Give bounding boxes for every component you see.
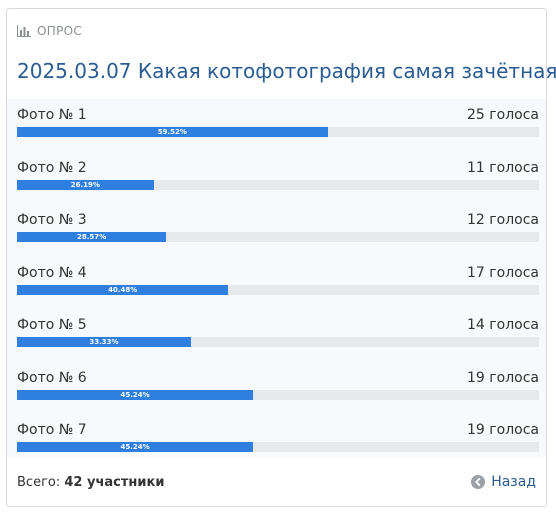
poll-option-bar-fill: 59.52%	[17, 127, 328, 137]
poll-option: Фото № 2 11 голоса 26.19%	[17, 152, 539, 204]
bar-chart-icon	[17, 25, 31, 37]
poll-option-votes: 19 голоса	[467, 369, 539, 386]
poll-option-percent: 28.57%	[76, 233, 107, 241]
poll-option-bar-track: 59.52%	[17, 127, 539, 137]
poll-option: Фото № 1 25 голоса 59.52%	[17, 99, 539, 151]
poll-option: Фото № 5 14 голоса 33.33%	[17, 309, 539, 361]
poll-option-bar-fill: 45.24%	[17, 442, 254, 452]
poll-option-bar-fill: 40.48%	[17, 284, 229, 295]
poll-option-bar-fill: 26.19%	[17, 179, 154, 190]
poll-option-percent: 33.33%	[89, 338, 119, 346]
poll-title: 2025.03.07 Какая котофотография самая за…	[17, 59, 556, 83]
poll-option-votes: 19 голоса	[467, 422, 539, 438]
poll-option-percent: 45.24%	[120, 443, 150, 451]
poll-option-votes: 17 голоса	[467, 264, 539, 281]
poll-option-bar-track: 45.24%	[17, 389, 539, 400]
poll-option: Фото № 6 19 голоса 45.24%	[17, 362, 539, 414]
poll-option-votes: 11 голоса	[467, 159, 539, 176]
poll-total-prefix: Всего:	[17, 475, 61, 490]
back-button-label: Назад	[491, 474, 536, 490]
poll-option-label: Фото № 7	[17, 422, 87, 438]
poll-option-percent: 45.24%	[120, 390, 150, 399]
poll-option-label: Фото № 3	[17, 212, 87, 228]
poll-option-bar-track: 33.33%	[17, 337, 539, 347]
poll-option-votes: 12 голоса	[467, 212, 539, 228]
poll-option-bar-fill: 28.57%	[17, 232, 167, 242]
poll-option-label: Фото № 6	[17, 369, 87, 386]
poll-option: Фото № 4 17 голоса 40.48%	[17, 257, 539, 309]
poll-option-label: Фото № 5	[17, 317, 87, 333]
poll-options: Фото № 1 25 голоса 59.52% Фото № 2 11 голоса…	[7, 99, 546, 457]
poll-header: ОПРОС	[17, 23, 82, 39]
poll-option-label: Фото № 4	[17, 264, 87, 281]
poll-option-bar-track: 40.48%	[17, 284, 539, 295]
poll-option-percent: 26.19%	[70, 180, 100, 189]
poll-option-votes: 25 голоса	[467, 107, 539, 123]
poll-option-bar-track: 45.24%	[17, 442, 539, 452]
poll-option-percent: 59.52%	[157, 128, 187, 136]
poll-option-bar-fill: 33.33%	[17, 337, 191, 347]
poll-card: ОПРОС 2025.03.07 Какая котофотография са…	[6, 8, 556, 507]
poll-option-label: Фото № 2	[17, 159, 87, 176]
poll-total: Всего: 42 участники	[17, 475, 164, 490]
poll-option-bar-track: 28.57%	[17, 232, 539, 242]
poll-option-bar-fill: 45.24%	[17, 389, 254, 400]
poll-option-label: Фото № 1	[17, 107, 87, 123]
poll-option: Фото № 3 12 голоса 28.57%	[17, 204, 539, 256]
poll-header-label: ОПРОС	[37, 24, 83, 38]
poll-option: Фото № 7 19 голоса 45.24%	[17, 414, 539, 466]
arrow-left-circle-icon	[471, 475, 486, 489]
back-button[interactable]: Назад	[471, 474, 536, 490]
poll-option-votes: 14 голоса	[467, 317, 539, 333]
poll-option-bar-track: 26.19%	[17, 179, 539, 190]
poll-total-value: 42 участники	[64, 475, 165, 490]
poll-option-percent: 40.48%	[108, 285, 138, 294]
